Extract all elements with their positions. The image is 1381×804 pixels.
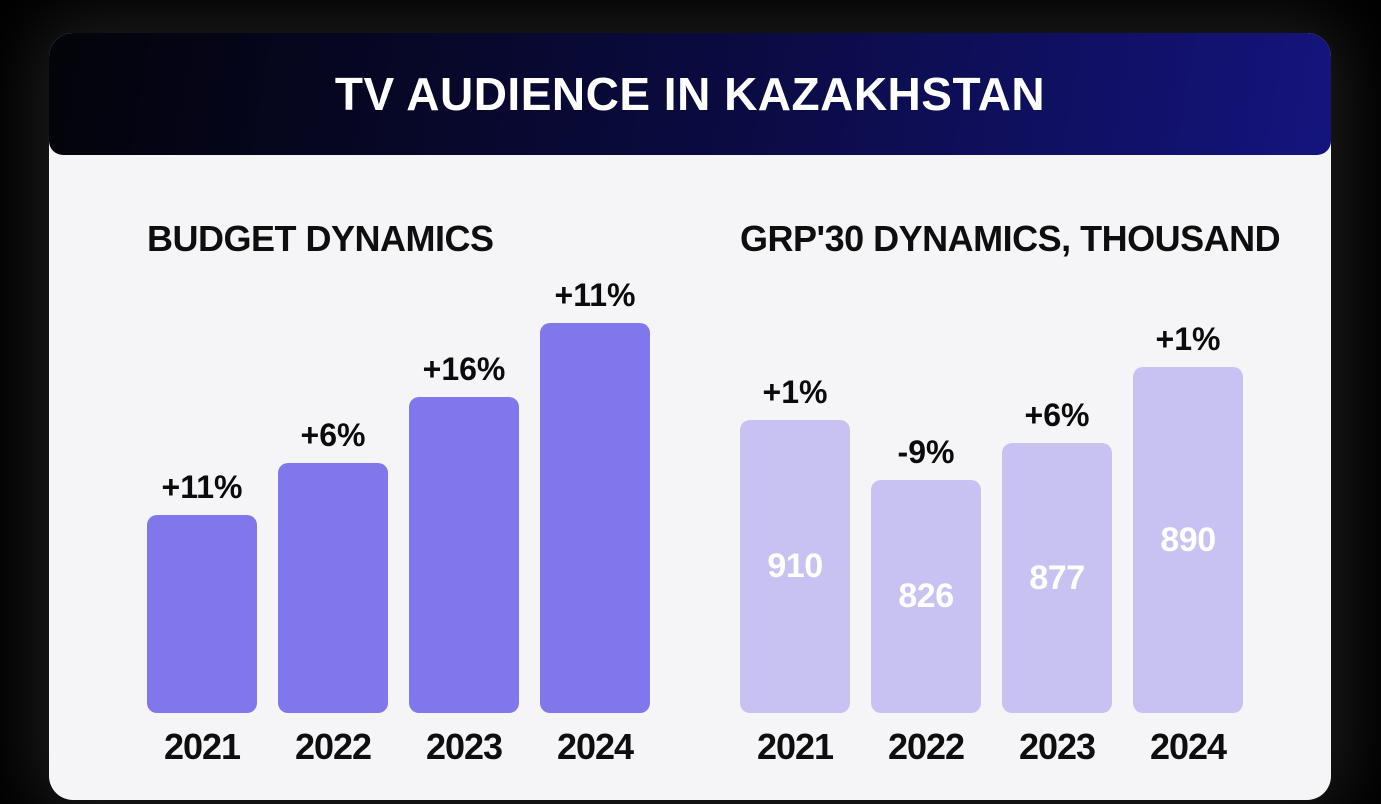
bar: 826 <box>871 480 981 713</box>
years-row: 2021 2022 2023 2024 <box>147 729 650 765</box>
page-title: TV AUDIENCE IN KAZAKHSTAN <box>334 68 1046 120</box>
bars-row: +1% 910 -9% 826 +6% 877 +1% 890 <box>740 260 1243 713</box>
year-label: 2021 <box>163 726 241 767</box>
year-label: 2023 <box>1018 726 1096 767</box>
bar-value-label: 877 <box>1029 558 1085 597</box>
bar: 910 <box>740 420 850 713</box>
card-body: BUDGET DYNAMICS +11% +6% +16% +11% 2021 2022… <box>49 155 1331 800</box>
bar-pct-label: +16% <box>422 350 506 387</box>
bar-column: +1% 890 <box>1133 320 1243 713</box>
bar-column: +6% <box>278 416 388 713</box>
bar-pct-label: +6% <box>1024 396 1090 433</box>
bar-pct-label: +1% <box>762 373 828 410</box>
bar-pct-label: -9% <box>897 433 955 470</box>
header-banner: TV AUDIENCE IN KAZAKHSTAN <box>49 33 1331 155</box>
infographic-card: TV AUDIENCE IN KAZAKHSTAN BUDGET DYNAMIC… <box>49 33 1331 800</box>
bar: 877 <box>1002 443 1112 713</box>
bar-pct-label: +11% <box>161 468 243 505</box>
bar-pct-label: +1% <box>1155 320 1221 357</box>
bar <box>409 397 519 713</box>
bar <box>278 463 388 713</box>
budget-dynamics-chart: BUDGET DYNAMICS +11% +6% +16% +11% 2021 2022… <box>147 217 650 765</box>
bar-column: +11% <box>540 276 650 713</box>
year-label: 2022 <box>887 726 965 767</box>
bar-value-label: 826 <box>898 577 954 615</box>
bar-column: -9% 826 <box>871 433 981 713</box>
year-label: 2021 <box>756 726 834 767</box>
charts-row: BUDGET DYNAMICS +11% +6% +16% +11% 2021 2022… <box>147 217 1281 765</box>
bar-pct-label: +11% <box>554 276 636 313</box>
bar <box>540 323 650 713</box>
year-label: 2022 <box>294 726 372 767</box>
chart-title-budget: BUDGET DYNAMICS <box>147 218 494 259</box>
bar-column: +6% 877 <box>1002 396 1112 713</box>
bar: 890 <box>1133 367 1243 713</box>
year-label: 2023 <box>425 726 503 767</box>
bar-column: +1% 910 <box>740 373 850 713</box>
chart-title-grp: GRP'30 DYNAMICS, THOUSAND <box>740 218 1281 259</box>
year-label: 2024 <box>556 726 634 767</box>
grp-dynamics-chart: GRP'30 DYNAMICS, THOUSAND +1% 910 -9% 826 +6… <box>740 217 1281 765</box>
bar <box>147 515 257 713</box>
year-label: 2024 <box>1149 726 1227 767</box>
bar-value-label: 910 <box>767 547 823 585</box>
years-row: 2021 2022 2023 2024 <box>740 729 1243 765</box>
bar-column: +16% <box>409 350 519 713</box>
bar-pct-label: +6% <box>300 416 366 453</box>
bar-value-label: 890 <box>1160 520 1216 559</box>
bar-column: +11% <box>147 468 257 713</box>
bars-row: +11% +6% +16% +11% <box>147 260 650 713</box>
